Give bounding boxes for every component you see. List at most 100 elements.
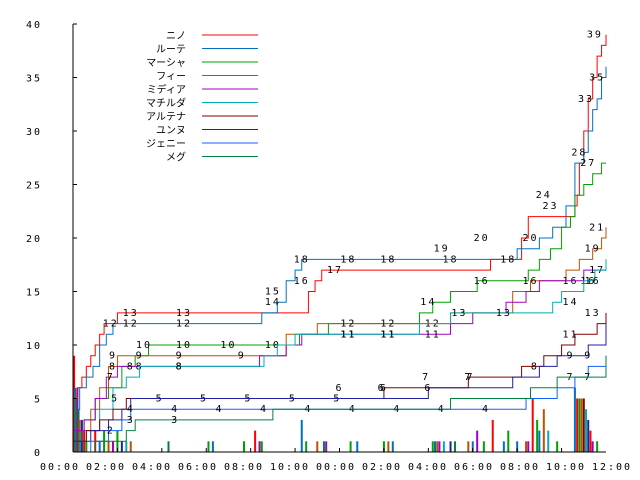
series-line [73,259,607,442]
data-label: 6 [424,383,432,394]
data-label: 3 [127,415,135,426]
data-label: 14 [420,297,436,308]
legend-label: メグ [166,151,186,164]
data-label: 9 [566,351,574,362]
data-label: 20 [474,233,490,244]
x-tick-label: 08:00 [224,462,264,473]
data-label: 18 [340,254,356,265]
data-label: 8 [127,361,135,372]
data-label: 19 [585,244,601,255]
data-label: 11 [340,329,356,340]
series-line [73,34,607,399]
legend-label: アルテナ [146,111,186,123]
legend-label: ルーテ [156,45,186,56]
data-label: 4 [127,404,135,415]
legend-label: ミディア [147,83,186,96]
data-label: 24 [536,190,552,201]
y-tick-label: 20 [26,234,42,245]
data-label: 8 [531,361,539,372]
data-label: 18 [380,254,396,265]
legend-label: ジェニー [146,139,186,150]
data-label: 6 [380,383,388,394]
data-label: 8 [136,361,144,372]
data-label: 12 [380,319,396,330]
data-label: 13 [123,308,139,319]
y-tick-label: 0 [34,448,42,459]
data-label: 6 [335,383,343,394]
data-label: 9 [136,351,144,362]
x-tick-label: 00:00 [40,462,80,473]
data-label: 15 [265,287,281,298]
data-label: 21 [589,222,605,233]
data-label: 18 [500,254,516,265]
data-label: 7 [464,372,472,383]
series-line [73,355,607,453]
x-tick-label: 04:00 [132,462,172,473]
x-tick-label: 02:00 [86,462,126,473]
data-label: 4 [260,404,268,415]
data-label: 13 [451,308,467,319]
y-tick-label: 15 [26,288,42,299]
x-tick-label: 10:00 [270,462,310,473]
x-tick-label: 06:00 [178,462,218,473]
data-label: 11 [380,329,396,340]
data-label: 16 [474,276,490,287]
x-tick-label: 02:00 [362,462,402,473]
data-label: 19 [434,244,450,255]
data-label: 9 [109,351,117,362]
data-label: 28 [571,147,587,158]
data-label: 16 [294,276,310,287]
data-label: 10 [220,340,236,351]
data-label: 9 [238,351,246,362]
legend-label: マチルダ [146,97,186,110]
data-label: 16 [585,276,601,287]
legend-label: ユンヌ [156,126,186,137]
data-label: 6 [378,383,386,394]
x-tick-label: 10:00 [546,462,586,473]
data-label: 2 [107,426,115,437]
data-label: 8 [109,361,117,372]
data-label: 35 [589,73,605,84]
x-tick-label: 12:00 [592,462,632,473]
data-label: 4 [482,404,490,415]
data-label: 18 [294,254,310,265]
data-label: 10 [265,340,281,351]
legend-label: ニノ [166,31,186,42]
data-label: 17 [327,265,343,276]
data-label: 4 [216,404,224,415]
series-line [73,162,606,432]
data-label: 20 [522,233,538,244]
y-tick-label: 30 [26,127,42,138]
data-label: 11 [425,329,441,340]
data-label: 8 [176,361,184,372]
data-label: 12 [176,319,192,330]
data-label: 12 [340,319,356,330]
data-label: 13 [496,308,512,319]
series-line [73,227,607,442]
data-label: 23 [542,201,558,212]
data-label: 14 [265,297,281,308]
y-tick-label: 25 [26,181,42,192]
series-line [73,323,607,442]
data-label: 9 [584,351,592,362]
x-tick-label: 04:00 [408,462,448,473]
data-label: 9 [176,351,184,362]
data-label: 33 [578,94,594,105]
data-label: 16 [522,276,538,287]
data-label: 12 [123,319,139,330]
data-label: 13 [585,308,601,319]
data-label: 14 [562,297,578,308]
data-label: 4 [171,404,179,415]
legend-label: マーシャ [146,58,186,69]
data-label: 27 [580,158,596,169]
data-label: 11 [562,329,578,340]
x-tick-label: 06:00 [454,462,494,473]
y-tick-label: 5 [34,395,42,406]
data-label: 13 [176,308,192,319]
data-label: 10 [176,340,192,351]
data-label: 3 [171,415,179,426]
